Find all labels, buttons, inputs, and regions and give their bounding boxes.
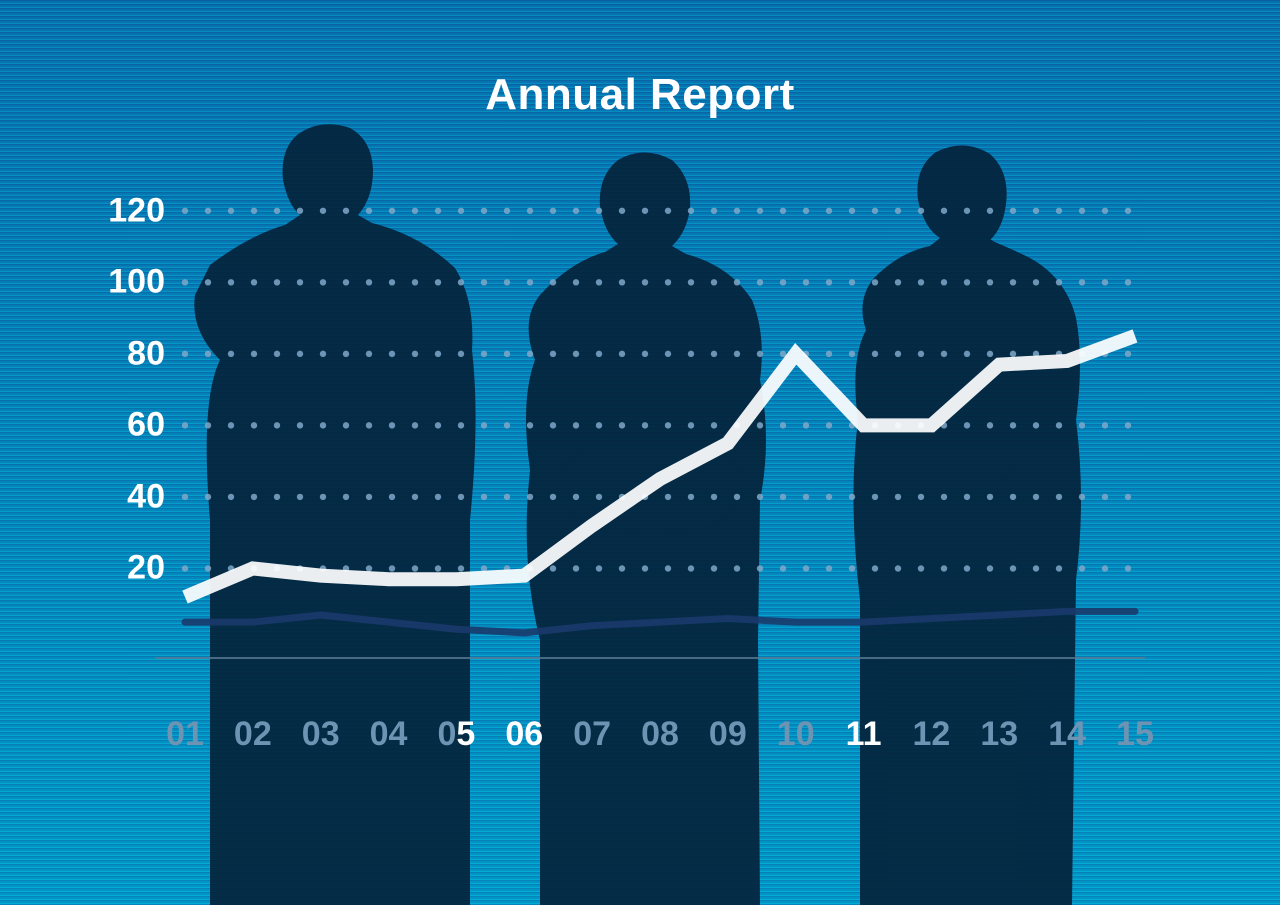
x-tick-label: 08 xyxy=(641,715,679,754)
y-tick-label: 100 xyxy=(95,263,165,302)
x-tick-label: 06 xyxy=(505,715,543,754)
chart-stage: Annual Report 20406080100120 01020304050… xyxy=(0,0,1280,905)
x-tick-label: 03 xyxy=(302,715,340,754)
x-tick-label: 13 xyxy=(980,715,1018,754)
x-tick-label: 02 xyxy=(234,715,272,754)
x-tick-label: 10 xyxy=(777,715,815,754)
x-tick-label: 07 xyxy=(573,715,611,754)
y-tick-label: 40 xyxy=(95,477,165,516)
line-chart xyxy=(0,0,1280,905)
x-tick-label: 11 xyxy=(846,715,882,754)
x-tick-label: 14 xyxy=(1048,715,1086,754)
y-tick-label: 80 xyxy=(95,334,165,373)
x-tick-label: 09 xyxy=(709,715,747,754)
x-tick-label: 05 xyxy=(438,715,476,754)
y-tick-label: 20 xyxy=(95,549,165,588)
y-tick-label: 120 xyxy=(95,191,165,230)
x-tick-label: 04 xyxy=(370,715,408,754)
x-tick-label: 15 xyxy=(1116,715,1154,754)
x-tick-label: 01 xyxy=(166,715,204,754)
y-tick-label: 60 xyxy=(95,406,165,445)
x-tick-label: 12 xyxy=(913,715,951,754)
